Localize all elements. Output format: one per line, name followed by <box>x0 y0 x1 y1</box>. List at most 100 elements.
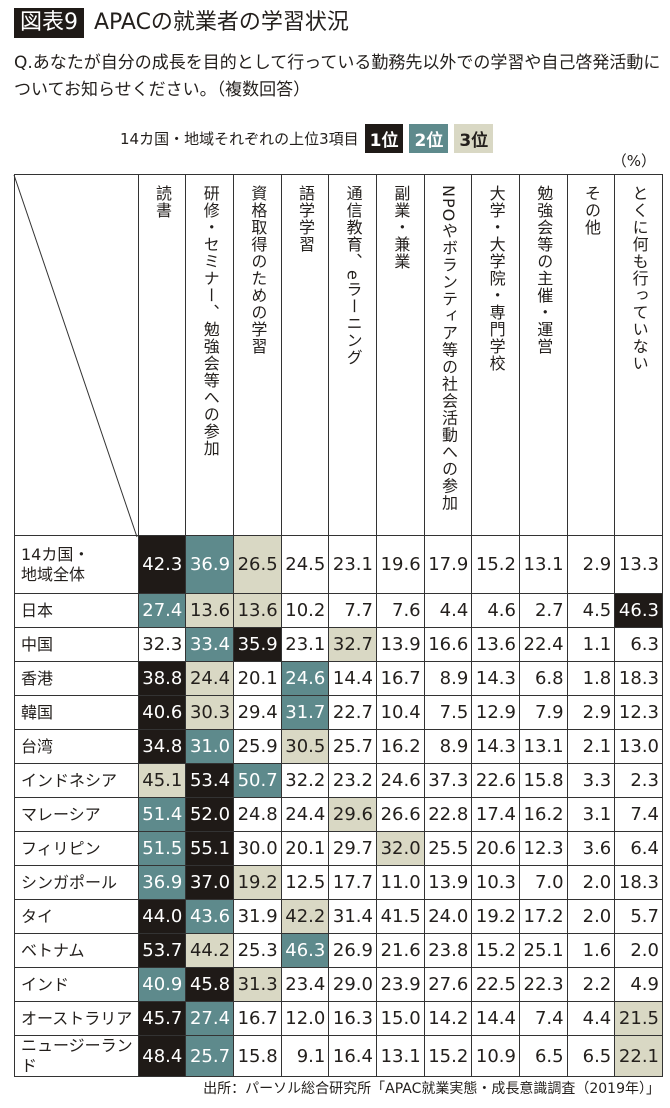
value-cell-rank-3: 24.4 <box>185 661 235 696</box>
value-cell-rank-2: 36.9 <box>137 865 187 900</box>
value-cell-rank-3: 30.5 <box>280 729 330 764</box>
value-cell: 15.2 <box>471 933 520 968</box>
column-header-label: 研修・セミナー、勉強会等への参加 <box>200 185 220 457</box>
value-cell: 24.0 <box>423 899 473 934</box>
value-cell: 3.6 <box>566 831 616 866</box>
value-cell: 17.9 <box>423 535 473 594</box>
value-cell: 24.8 <box>233 797 282 832</box>
corner-cell <box>14 174 139 536</box>
value-cell: 6.4 <box>614 831 663 866</box>
value-cell-rank-2: 24.6 <box>280 661 330 696</box>
column-header-label: 通信教育、eラーニング <box>343 185 363 366</box>
value-cell: 12.9 <box>471 695 520 730</box>
column-header-label: その他 <box>581 185 601 236</box>
value-cell: 20.6 <box>471 831 520 866</box>
value-cell: 16.3 <box>328 1001 377 1036</box>
row-label: 日本 <box>14 593 139 628</box>
value-cell-rank-2: 27.4 <box>185 1001 235 1036</box>
value-cell: 37.3 <box>423 763 473 798</box>
value-cell: 2.0 <box>566 865 616 900</box>
survey-question: Q.あなたが自分の成長を目的として行っている勤務先以外での学習や自己啓発活動につ… <box>14 53 661 100</box>
table-row: 中国 32.3 33.4 35.9 23.1 32.7 13.9 16.6 13.6 22.4 1.… <box>14 627 663 662</box>
value-cell-rank-2: 40.9 <box>137 967 187 1002</box>
row-label: 台湾 <box>14 729 139 764</box>
table-row: マレーシア 51.4 52.0 24.8 24.4 29.6 26.6 22.8 17.4 16.… <box>14 797 663 832</box>
value-cell: 22.7 <box>328 695 377 730</box>
row-label: フィリピン <box>14 831 139 866</box>
data-table: 読書 研修・セミナー、勉強会等への参加 資格取得のための学習 語学学習 通信教育、eラー… <box>14 174 663 1077</box>
value-cell: 4.4 <box>566 1001 616 1036</box>
value-cell: 29.0 <box>328 967 377 1002</box>
value-cell: 15.0 <box>375 1001 425 1036</box>
value-cell: 25.3 <box>233 933 282 968</box>
column-header: 通信教育、eラーニング <box>328 174 377 536</box>
value-cell-rank-1: 46.3 <box>614 593 663 628</box>
value-cell: 13.1 <box>375 1035 425 1077</box>
column-header: 読書 <box>137 174 187 536</box>
value-cell-rank-1: 38.8 <box>137 661 187 696</box>
row-label: 中国 <box>14 627 139 662</box>
column-header-label: 語学学習 <box>296 185 315 253</box>
value-cell: 15.2 <box>471 535 520 594</box>
value-cell: 16.2 <box>518 797 568 832</box>
value-cell: 22.3 <box>518 967 568 1002</box>
column-header: NPOやボランティア等の社会活動への参加 <box>423 174 473 536</box>
value-cell-rank-3: 45.1 <box>137 763 187 798</box>
value-cell: 25.1 <box>518 933 568 968</box>
column-header-label: NPOやボランティア等の社会活動への参加 <box>438 185 458 512</box>
value-cell-rank-2: 43.6 <box>185 899 235 934</box>
value-cell: 3.1 <box>566 797 616 832</box>
value-cell: 11.0 <box>375 865 425 900</box>
value-cell: 24.4 <box>280 797 330 832</box>
value-cell: 4.9 <box>614 967 663 1002</box>
value-cell-rank-2: 25.7 <box>185 1035 235 1077</box>
value-cell: 18.3 <box>614 865 663 900</box>
row-label: 14カ国・ 地域全体 <box>14 535 139 594</box>
column-header: 研修・セミナー、勉強会等への参加 <box>185 174 235 536</box>
column-header: 語学学習 <box>280 174 330 536</box>
value-cell: 10.9 <box>471 1035 520 1077</box>
value-cell: 8.9 <box>423 729 473 764</box>
value-cell-rank-1: 45.7 <box>137 1001 187 1036</box>
value-cell: 26.9 <box>328 933 377 968</box>
table-row: 14カ国・ 地域全体 42.3 36.9 26.5 24.5 23.1 19.6 17.9 15.… <box>14 535 663 594</box>
value-cell: 27.6 <box>423 967 473 1002</box>
legend: 14カ国・地域それぞれの上位3項目 1位 2位 3位 <box>120 124 494 153</box>
value-cell: 2.9 <box>566 695 616 730</box>
value-cell: 10.4 <box>375 695 425 730</box>
value-cell-rank-1: 55.1 <box>185 831 235 866</box>
value-cell: 12.0 <box>280 1001 330 1036</box>
header-row: 読書 研修・セミナー、勉強会等への参加 資格取得のための学習 語学学習 通信教育、eラー… <box>14 174 663 536</box>
value-cell: 29.7 <box>328 831 377 866</box>
value-cell: 9.1 <box>280 1035 330 1077</box>
chart-title: APACの就業者の学習状況 <box>94 10 349 35</box>
column-header-label: 副業・兼業 <box>391 185 411 270</box>
row-label: シンガポール <box>14 865 139 900</box>
value-cell: 2.1 <box>566 729 616 764</box>
value-cell: 6.5 <box>518 1035 568 1077</box>
value-cell-rank-2: 46.3 <box>280 933 330 968</box>
source-note: 出所：パーソル総合研究所「APAC就業実態・成長意識調査（2019年）」 <box>203 1081 660 1097</box>
value-cell-rank-1: 48.4 <box>137 1035 187 1077</box>
value-cell: 12.5 <box>280 865 330 900</box>
table-row: 香港 38.8 24.4 20.1 24.6 14.4 16.7 8.9 14.3 6.8 1.8 1… <box>14 661 663 696</box>
value-cell: 31.9 <box>233 899 282 934</box>
value-cell-rank-2: 51.4 <box>137 797 187 832</box>
value-cell: 7.9 <box>518 695 568 730</box>
value-cell-rank-3: 13.6 <box>233 593 282 628</box>
row-label: インド <box>14 967 139 1002</box>
value-cell: 14.4 <box>328 661 377 696</box>
value-cell: 1.1 <box>566 627 616 662</box>
value-cell: 24.6 <box>375 763 425 798</box>
value-cell: 5.7 <box>614 899 663 934</box>
value-cell-rank-2: 51.5 <box>137 831 187 866</box>
value-cell: 21.6 <box>375 933 425 968</box>
value-cell: 17.4 <box>471 797 520 832</box>
legend-rank-2: 2位 <box>409 124 449 153</box>
value-cell-rank-1: 35.9 <box>233 627 282 662</box>
value-cell-rank-2: 33.4 <box>185 627 235 662</box>
column-header-label: 勉強会等の主催・運営 <box>534 185 554 355</box>
value-cell: 25.5 <box>423 831 473 866</box>
value-cell: 13.0 <box>614 729 663 764</box>
